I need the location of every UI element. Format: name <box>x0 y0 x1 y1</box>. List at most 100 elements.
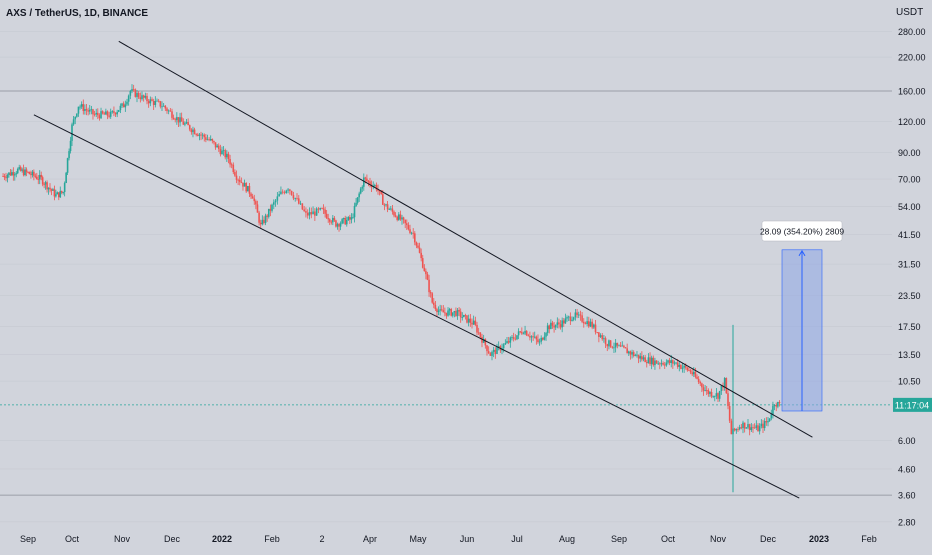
candle <box>18 164 20 171</box>
candle <box>280 186 282 195</box>
candle-body <box>455 311 457 316</box>
candle <box>339 221 342 231</box>
candle <box>63 181 66 197</box>
candle <box>352 213 354 219</box>
candle <box>308 207 311 220</box>
candle <box>146 92 148 105</box>
candle-body <box>730 420 733 435</box>
candle <box>466 315 468 324</box>
candle-body <box>162 105 165 107</box>
candle <box>330 220 333 225</box>
candle-body <box>205 137 207 140</box>
time-tick-label: Dec <box>760 534 777 544</box>
candle-body <box>758 426 761 432</box>
candle-body <box>85 109 88 111</box>
candle-body <box>109 111 112 117</box>
candle-body <box>767 421 769 423</box>
candle <box>388 207 390 210</box>
trendlines[interactable] <box>33 40 813 499</box>
candle <box>336 222 339 230</box>
candle <box>21 167 23 173</box>
candle <box>324 206 326 218</box>
candle-body <box>332 217 334 223</box>
candle <box>235 170 238 184</box>
candle <box>319 207 322 211</box>
candle-body <box>62 192 64 193</box>
candle <box>546 322 549 336</box>
time-tick-label: Aug <box>559 534 575 544</box>
candle-body <box>15 173 18 175</box>
candle-body <box>234 172 236 176</box>
price-axis[interactable]: 280.00 220.00 160.00 120.00 90.00 70.00 54.00 4… <box>893 27 932 527</box>
price-tick-label: 70.00 <box>898 175 921 185</box>
candle-body <box>345 220 348 225</box>
candle <box>74 116 77 125</box>
candle <box>404 219 406 229</box>
time-axis[interactable]: Sep Oct Nov Dec 2022 Feb 2 Apr May Jun Jul Aug Sep Oc… <box>20 534 877 544</box>
candle <box>76 113 78 118</box>
candle-body <box>398 214 400 220</box>
candle-body <box>404 219 406 224</box>
candle <box>632 350 635 358</box>
trendline[interactable] <box>33 114 800 499</box>
time-tick-label: Nov <box>114 534 131 544</box>
candle-body <box>412 232 414 234</box>
candle-body <box>124 104 127 108</box>
candle <box>569 312 572 325</box>
candle <box>350 213 353 224</box>
candle-body <box>725 377 728 394</box>
candle <box>497 341 500 351</box>
candle <box>550 319 552 330</box>
candle <box>184 121 186 127</box>
candle-body <box>494 349 497 354</box>
candle-body <box>450 309 452 316</box>
candle <box>147 99 150 108</box>
price-tick-label: 120.00 <box>898 117 926 127</box>
candle-body <box>108 115 110 117</box>
candle <box>542 337 544 341</box>
candle-body <box>530 336 533 338</box>
candle <box>407 222 410 231</box>
candle-body <box>126 101 128 105</box>
candle-body <box>415 242 418 246</box>
candle-body <box>770 414 773 419</box>
candle <box>694 367 697 379</box>
candle-body <box>556 322 559 325</box>
candle-body <box>665 362 668 366</box>
price-tick-label: 6.00 <box>898 436 916 446</box>
candle <box>775 402 778 412</box>
candle-body <box>63 183 66 193</box>
candle-body <box>394 215 397 217</box>
candle-body <box>339 223 342 227</box>
candle <box>704 384 706 392</box>
candle <box>272 199 275 210</box>
candle-body <box>164 105 167 109</box>
candle <box>584 321 587 325</box>
candle <box>30 170 32 179</box>
candle <box>616 342 619 349</box>
candle-body <box>172 117 175 120</box>
candle <box>477 327 480 336</box>
candle <box>433 298 435 309</box>
candle-body <box>127 95 130 102</box>
candle-body <box>166 108 168 112</box>
trendline[interactable] <box>118 40 813 438</box>
candle <box>591 318 593 330</box>
candle <box>629 350 632 360</box>
candle <box>103 111 106 115</box>
candle <box>567 315 570 322</box>
candle <box>84 104 86 115</box>
candle-body <box>216 145 218 148</box>
candle-body <box>445 312 448 316</box>
candle-body <box>380 190 382 195</box>
candle-body <box>624 347 627 349</box>
price-tick-label: 4.60 <box>898 465 916 475</box>
candle <box>289 188 291 195</box>
measure-tool[interactable]: 28.09 (354.20%) 2809 <box>760 220 844 412</box>
candle-body <box>327 218 329 220</box>
candle-body <box>697 378 700 383</box>
candle-body <box>492 349 495 352</box>
